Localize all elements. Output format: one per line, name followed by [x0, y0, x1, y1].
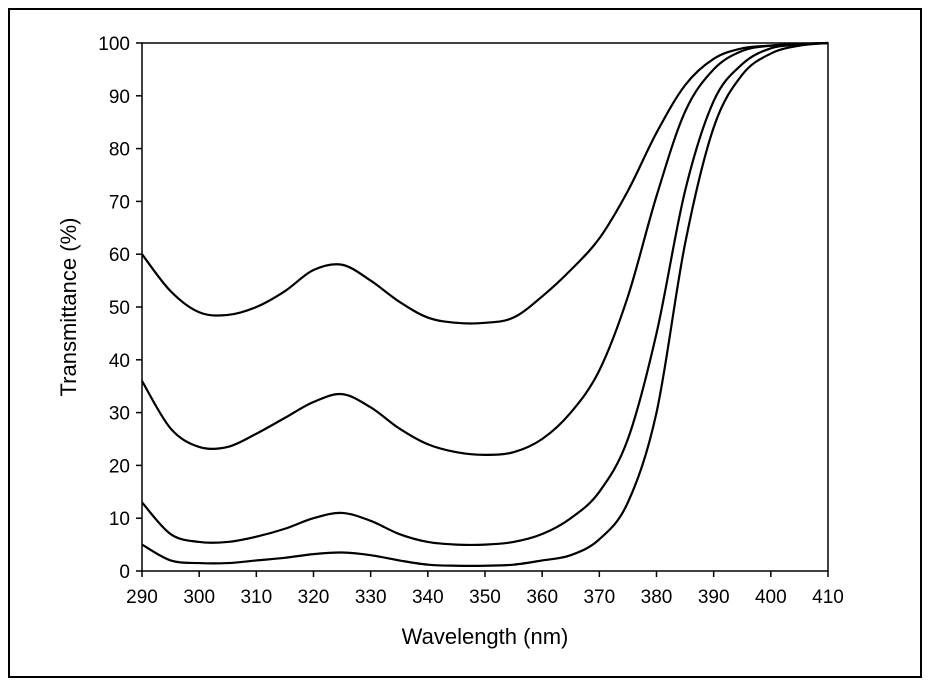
y-tick-label: 60 [109, 245, 130, 266]
x-tick-label: 290 [126, 587, 158, 608]
plot-area [141, 42, 829, 572]
x-tick-label: 360 [526, 587, 558, 608]
y-tick-label: 40 [109, 351, 130, 372]
x-tick-label: 380 [641, 587, 673, 608]
x-tick-label: 310 [240, 587, 272, 608]
y-tick-label: 50 [109, 298, 130, 319]
x-tick-label: 390 [698, 587, 730, 608]
x-tick-label: 300 [183, 587, 215, 608]
y-tick-label: 90 [109, 87, 130, 108]
x-tick-label: 320 [298, 587, 330, 608]
series-line-2 [141, 41, 829, 456]
y-axis-title: Transmittance (%) [56, 218, 81, 397]
series-line-3 [141, 41, 829, 547]
y-tick-label: 20 [109, 456, 130, 477]
x-axis-title: Wavelength (nm) [402, 624, 569, 649]
x-tick-label: 370 [583, 587, 615, 608]
y-tick-label: 70 [109, 192, 130, 213]
series-lines [141, 41, 829, 567]
x-tick-label: 350 [469, 587, 501, 608]
y-tick-label: 10 [109, 509, 130, 530]
x-tick-label: 330 [355, 587, 387, 608]
series-line-4 [141, 41, 829, 567]
series-line-1 [141, 41, 829, 325]
y-tick-label: 0 [119, 562, 130, 583]
x-tick-label: 410 [812, 587, 844, 608]
x-axis: 290 300 310 320 330 340 350 360 370 380 390 400 410 [126, 571, 844, 608]
x-tick-label: 340 [412, 587, 444, 608]
x-tick-label: 400 [755, 587, 787, 608]
y-tick-label: 80 [109, 140, 130, 161]
y-tick-label: 30 [109, 404, 130, 425]
y-tick-label: 100 [98, 34, 130, 55]
y-axis: 0 10 20 30 40 50 60 70 80 90 100 [98, 34, 142, 583]
